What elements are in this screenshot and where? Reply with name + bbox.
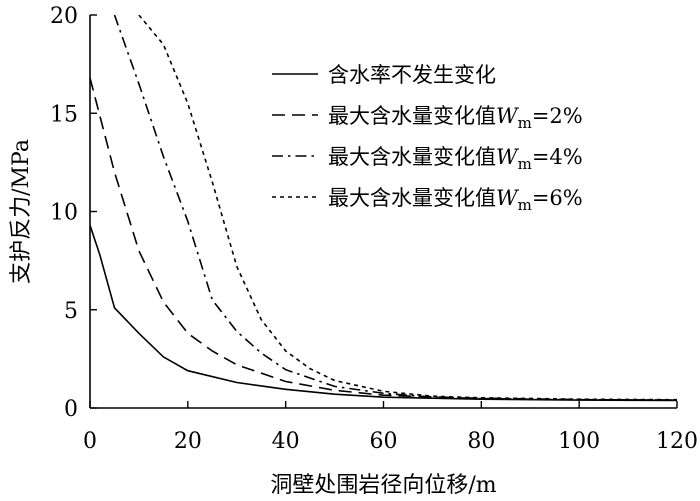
legend-label-1: 含水率不发生变化: [328, 63, 496, 87]
x-tick-label: 100: [558, 429, 600, 454]
x-tick-label: 0: [83, 429, 97, 454]
x-tick-label: 40: [272, 429, 300, 454]
y-ticks: 0 5 10 15 20: [50, 4, 97, 422]
legend-label-3: 最大含水量变化值Wm=4%: [328, 145, 583, 173]
series-line-4: [138, 15, 677, 401]
x-tick-label: 60: [370, 429, 398, 454]
y-tick-label: 15: [50, 102, 78, 127]
legend-label-2: 最大含水量变化值Wm=2%: [328, 104, 583, 132]
legend-label-4: 最大含水量变化值Wm=6%: [328, 186, 583, 214]
x-ticks: 0 20 40 60 80 100 120: [83, 401, 698, 454]
y-tick-label: 5: [64, 299, 78, 324]
y-tick-label: 10: [50, 201, 78, 226]
plot-area: 0 20 40 60 80 100 120 0 5 10 15 20: [50, 4, 698, 454]
series-group: [90, 15, 677, 402]
y-axis-label: 支护反力/MPa: [9, 139, 34, 284]
y-tick-label: 0: [64, 397, 78, 422]
x-tick-label: 120: [656, 429, 698, 454]
x-tick-label: 20: [174, 429, 202, 454]
y-tick-label: 20: [50, 4, 78, 29]
x-tick-label: 80: [467, 429, 495, 454]
series-line-1: [90, 225, 677, 402]
series-line-2: [90, 77, 677, 401]
x-axis-label: 洞壁处围岩径向位移/m: [270, 473, 496, 498]
